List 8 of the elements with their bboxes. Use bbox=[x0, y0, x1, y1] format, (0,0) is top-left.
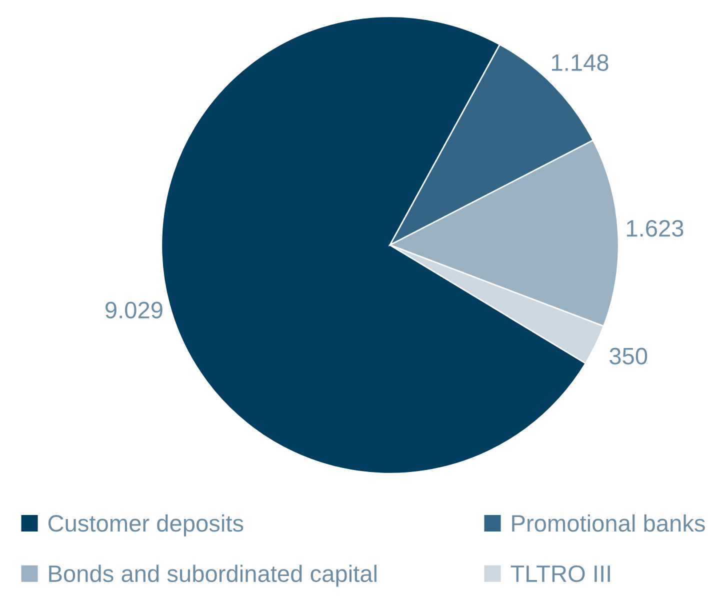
legend-label: TLTRO III bbox=[510, 565, 610, 582]
legend-label: Promotional banks bbox=[512, 514, 705, 532]
data-label: 350 bbox=[610, 348, 648, 365]
data-label: 1.148 bbox=[552, 54, 608, 71]
legend-label: Customer deposits bbox=[48, 514, 244, 536]
legend-label: Bonds and subordinated capital bbox=[49, 564, 376, 587]
data-label: 9.029 bbox=[106, 302, 162, 318]
data-label: 1.623 bbox=[626, 220, 684, 237]
